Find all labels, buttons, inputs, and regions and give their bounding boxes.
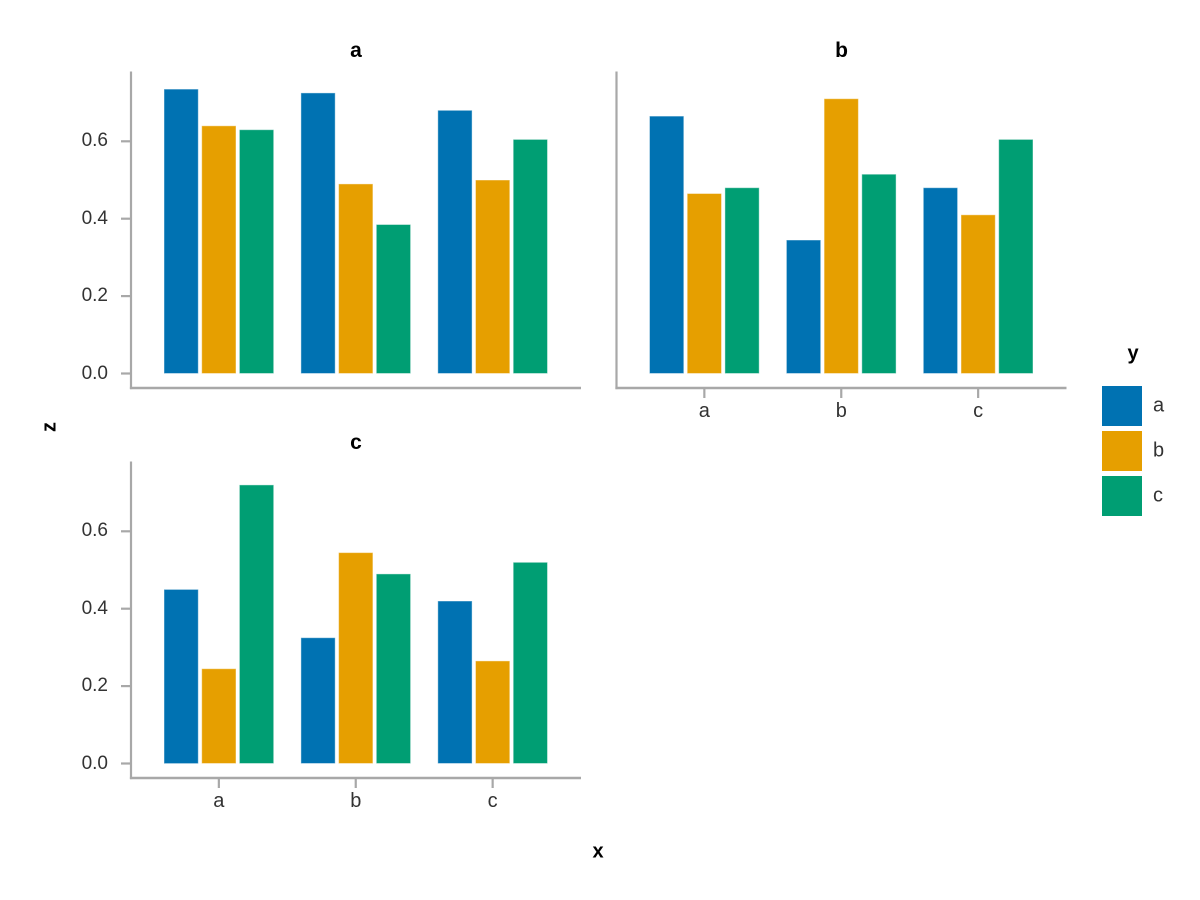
bar-facet-c-x-c-y-a [437, 600, 473, 764]
x-tick-label: a [698, 400, 710, 422]
y-tick-label: 0.6 [81, 130, 108, 152]
bar-facet-a-x-c-y-a [437, 109, 473, 375]
bar-facet-c-x-c-y-b [475, 660, 511, 765]
bar-facet-b-x-b-y-a [785, 239, 822, 374]
x-tick-label: a [213, 790, 225, 812]
bar-facet-a-x-c-y-b [475, 179, 511, 374]
facet-title-a: a [350, 39, 362, 62]
bar-facet-a-x-b-y-b [338, 183, 374, 374]
legend-label-b: b [1153, 439, 1165, 462]
y-tick-label: 0.0 [81, 362, 108, 384]
facet-title-b: b [835, 39, 848, 62]
bar-facet-c-x-c-y-c [512, 561, 549, 764]
facet-title-c: c [350, 430, 362, 454]
legend-title: y [1127, 342, 1139, 365]
bar-facet-b-x-c-y-a [922, 187, 959, 374]
bar-facet-b-x-b-y-b [823, 98, 859, 374]
bar-facet-a-x-a-y-c [238, 129, 275, 374]
bar-facet-a-x-c-y-c [512, 138, 549, 374]
legend-label-a: a [1153, 394, 1165, 417]
y-tick-label: 0.6 [81, 520, 108, 542]
bar-facet-c-x-a-y-a [163, 588, 199, 765]
legend-swatch-b [1102, 431, 1142, 471]
bar-facet-b-x-a-y-a [649, 115, 685, 374]
bar-facet-c-x-b-y-c [375, 573, 412, 765]
bar-facet-a-x-a-y-a [163, 88, 199, 374]
bar-facet-c-x-a-y-c [238, 484, 275, 764]
x-tick-label: c [973, 400, 984, 422]
y-tick-label: 0.2 [81, 675, 108, 697]
legend-swatch-a [1102, 386, 1142, 426]
bar-facet-b-x-c-y-c [998, 138, 1034, 374]
bar-facet-b-x-a-y-b [686, 193, 723, 374]
x-tick-label: b [350, 790, 362, 812]
bar-facet-a-x-a-y-b [201, 125, 237, 374]
legend-label-c: c [1153, 484, 1163, 507]
legend-swatch-c [1102, 476, 1142, 516]
x-axis-title: x [592, 840, 604, 863]
x-tick-label: c [487, 790, 498, 812]
bar-facet-b-x-c-y-b [960, 214, 996, 374]
y-axis-title: z [38, 422, 61, 432]
y-tick-label: 0.0 [81, 752, 108, 774]
bar-facet-a-x-b-y-a [300, 92, 336, 375]
bar-facet-c-x-a-y-b [201, 668, 237, 765]
bar-facet-b-x-b-y-c [861, 173, 897, 374]
bar-facet-a-x-b-y-c [375, 224, 412, 374]
bar-facet-c-x-b-y-a [300, 637, 336, 765]
bar-facet-b-x-a-y-c [724, 187, 760, 374]
y-tick-label: 0.2 [81, 285, 108, 307]
x-tick-label: b [835, 400, 847, 422]
bar-facet-c-x-b-y-b [338, 552, 374, 764]
y-tick-label: 0.4 [81, 207, 108, 229]
y-tick-label: 0.4 [81, 597, 108, 619]
